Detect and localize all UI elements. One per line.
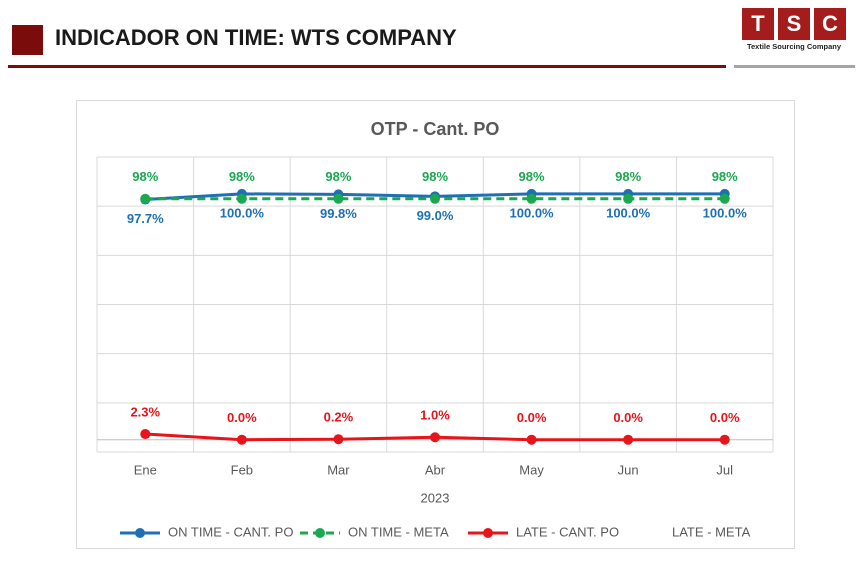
x-tick-label: Feb <box>231 462 253 477</box>
legend-label: LATE - META <box>672 524 751 539</box>
logo-box <box>778 8 810 40</box>
data-label: 98% <box>422 169 448 184</box>
header-rule <box>8 65 726 68</box>
data-label: 98% <box>229 169 255 184</box>
header-rule-gray <box>734 65 855 68</box>
data-label: 2.3% <box>130 404 160 419</box>
data-point <box>430 432 440 443</box>
data-point <box>719 193 730 204</box>
logo-letter: T <box>751 11 765 36</box>
data-point <box>333 434 344 445</box>
x-tick-label: Ene <box>134 462 157 477</box>
data-label: 99.0% <box>417 208 454 223</box>
data-label: 100.0% <box>510 205 555 220</box>
data-label: 99.8% <box>320 206 357 221</box>
data-label: 100.0% <box>703 205 748 220</box>
header-square <box>12 25 43 55</box>
data-label: 98% <box>519 169 545 184</box>
data-point <box>236 434 247 445</box>
data-label: 0.0% <box>710 410 740 425</box>
x-tick-label: Jun <box>618 462 639 477</box>
chart-frame <box>76 100 795 549</box>
data-point <box>526 193 537 204</box>
logo-box <box>814 8 846 40</box>
x-tick-label: Jul <box>716 462 733 477</box>
data-point <box>719 434 730 445</box>
legend-label: ON TIME - META <box>348 524 449 539</box>
x-tick-label: May <box>519 462 544 477</box>
data-label: 0.0% <box>613 410 643 425</box>
x-tick-label: Abr <box>425 462 446 477</box>
data-label: 98% <box>615 169 641 184</box>
legend-label: ON TIME - CANT. PO <box>168 524 293 539</box>
data-label: 98% <box>712 169 738 184</box>
data-label: 1.0% <box>420 408 450 423</box>
logo-box <box>742 8 774 40</box>
data-point <box>623 434 634 445</box>
legend-marker <box>135 528 145 538</box>
data-point <box>140 193 151 204</box>
legend-marker <box>315 528 325 538</box>
logo: T S C Textile Sourcing Company <box>742 8 846 51</box>
logo-letter: C <box>822 11 838 36</box>
data-point <box>140 429 151 440</box>
data-label: 97.7% <box>127 211 164 226</box>
data-point <box>236 193 247 204</box>
data-point <box>430 193 440 204</box>
data-label: 100.0% <box>220 205 265 220</box>
logo-letter: S <box>787 11 802 36</box>
data-label: 0.2% <box>324 410 354 425</box>
data-point <box>623 193 634 204</box>
data-point <box>333 193 344 204</box>
data-label: 98% <box>132 169 158 184</box>
x-tick-label: Mar <box>327 462 350 477</box>
data-label: 98% <box>325 169 351 184</box>
logo-caption: Textile Sourcing Company <box>747 42 842 51</box>
data-label: 0.0% <box>517 410 547 425</box>
legend-label: LATE - CANT. PO <box>516 524 619 539</box>
data-point <box>526 434 537 445</box>
legend-marker <box>483 528 493 538</box>
chart-title: OTP - Cant. PO <box>371 119 500 139</box>
x-axis-title: 2023 <box>421 490 450 505</box>
page-title: INDICADOR ON TIME: WTS COMPANY <box>55 25 457 50</box>
data-label: 0.0% <box>227 410 257 425</box>
data-label: 100.0% <box>606 205 651 220</box>
